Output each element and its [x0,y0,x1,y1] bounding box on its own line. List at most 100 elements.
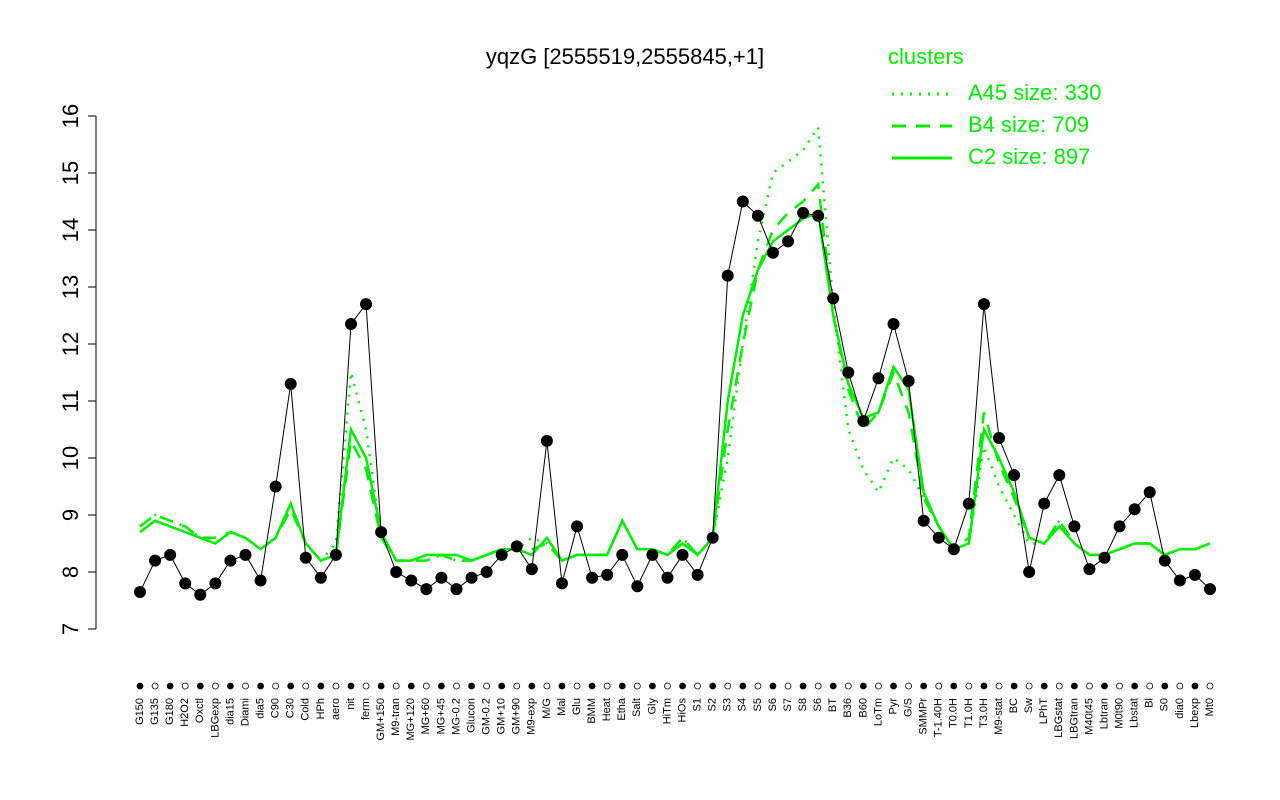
x-tick-label: Lbstat [1129,698,1141,728]
point [586,571,599,584]
rug-dot [754,682,762,690]
rug-dot [799,682,807,690]
point [782,235,795,248]
x-tick-label: Mal [556,698,568,716]
x-tick-label: LoTm [872,698,884,726]
point [555,577,568,590]
rug-dot [166,682,174,690]
point [706,531,719,544]
point [344,318,357,331]
x-tick-label: H2O2 [179,698,191,727]
point [375,526,388,539]
point [209,577,222,590]
y-tick-label: 11 [58,390,83,413]
point [977,298,990,311]
x-tick-label: S6 [812,698,824,711]
x-tick-label: GM-0.2 [481,698,493,735]
rug-dot [498,682,506,690]
y-tick-label: 15 [58,161,83,185]
x-tick-label: T-1.40H [933,698,945,737]
x-tick-label: T3.0H [978,698,990,728]
point [525,563,538,576]
rug-dot [1176,682,1184,690]
rug-dot [1070,682,1078,690]
rug-dot [890,682,897,690]
x-tick-label: G180 [164,698,176,725]
point [812,209,825,222]
rug-dot [950,682,958,690]
point [887,318,900,331]
rug-dot [302,682,310,690]
point [691,568,704,581]
rug-dot [1040,682,1048,690]
rug-dot [664,682,671,690]
rug-dot [181,682,189,690]
point [827,292,840,305]
point [239,548,252,561]
rug-dot [1025,682,1033,690]
rug-dot [453,682,460,690]
chart-title: yqzG [2555519,2555845,+1] [486,44,764,69]
y-tick-label: 8 [58,566,83,578]
point [797,206,810,219]
x-tick-label: M/G [541,698,553,719]
x-tick-label: Mt0 [1204,698,1216,716]
rug-dot [859,682,867,690]
x-tick-label: GM+90 [511,698,523,734]
x-tick-label: Heat [601,698,613,721]
point [661,571,674,584]
point [314,571,327,584]
point [134,585,146,598]
rug-dot [648,682,656,690]
point [1038,497,1051,510]
point [194,588,207,601]
x-tick-label: HiOs [676,698,688,723]
point [540,434,553,447]
point [902,375,915,388]
x-tick-label: Diami [239,698,251,726]
legend-label: A45 size: 330 [968,80,1101,105]
x-tick-label: dia15 [224,698,236,725]
rug-dot [438,682,445,690]
point [164,548,177,561]
point [1173,574,1186,587]
point [1068,520,1081,533]
point [1008,469,1021,482]
point [736,195,749,208]
rug-dot [829,682,837,690]
point [857,414,870,427]
rug-dot [769,682,777,690]
rug-dot [1101,682,1108,690]
x-tick-label: HPh [315,698,327,719]
point [1143,486,1156,499]
point [1188,568,1201,581]
point [676,548,689,561]
x-tick-label: Sw [1023,698,1035,713]
x-tick-label: M0t90 [1113,698,1125,729]
x-tick-label: C90 [270,698,282,718]
x-tick-label: BT [827,698,839,712]
x-tick-label: Bl [1144,698,1156,708]
rug-dot [272,682,280,690]
rug-dot [1116,682,1123,690]
point [962,497,975,510]
legend-label: B4 size: 709 [968,112,1089,137]
rug-dot [618,682,626,690]
x-tick-label: S6 [767,698,779,711]
point [329,548,342,561]
rug-dot [196,682,204,690]
y-tick-label: 7 [58,623,83,635]
x-tick-label: SMMPr [918,698,930,735]
rug-dot [739,682,747,690]
point [1098,551,1111,564]
x-tick-label: T0.0H [948,698,960,728]
point [616,548,629,561]
point [766,246,779,259]
rug-dot [1010,682,1018,690]
x-tick-label: ferm [360,698,372,720]
point [480,566,493,578]
x-tick-label: BMM [586,698,598,724]
y-tick-label: 14 [58,218,83,242]
rug-dot [784,682,792,690]
y-tick-label: 12 [58,332,83,356]
